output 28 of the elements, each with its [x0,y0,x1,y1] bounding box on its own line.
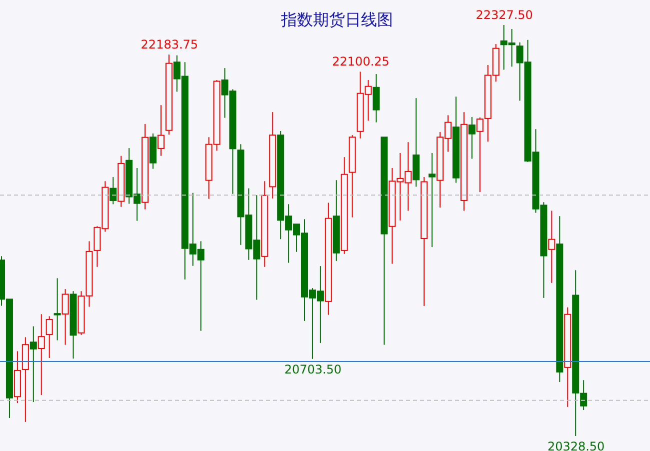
candlestick [412,98,420,188]
candlestick [460,112,468,212]
annotation: 22100.25 [332,54,390,69]
candlestick [468,116,476,160]
candlestick [54,278,61,341]
candlestick [332,180,340,262]
annotation: 20703.50 [284,362,342,376]
candlestick [548,210,556,284]
candlestick [118,155,125,208]
annotation: 22183.75 [140,38,198,52]
candlestick [46,316,53,358]
candlestick [22,336,29,422]
chart-title: 指数期货日线图 [281,10,393,29]
candlestick [452,96,460,184]
candlestick [372,74,380,123]
annotation: 20328.50 [547,440,605,451]
candlestick [157,104,164,156]
annotation: 22327.50 [476,8,533,22]
candlestick [38,314,45,396]
candlestick [564,306,572,408]
candlestick [30,326,37,402]
candlestick [324,202,332,316]
candlestick [556,216,564,383]
candlestick [261,180,268,268]
candlestick [269,112,276,199]
candlestick [428,152,436,248]
candlestick [420,176,428,306]
candlestick [142,124,149,210]
